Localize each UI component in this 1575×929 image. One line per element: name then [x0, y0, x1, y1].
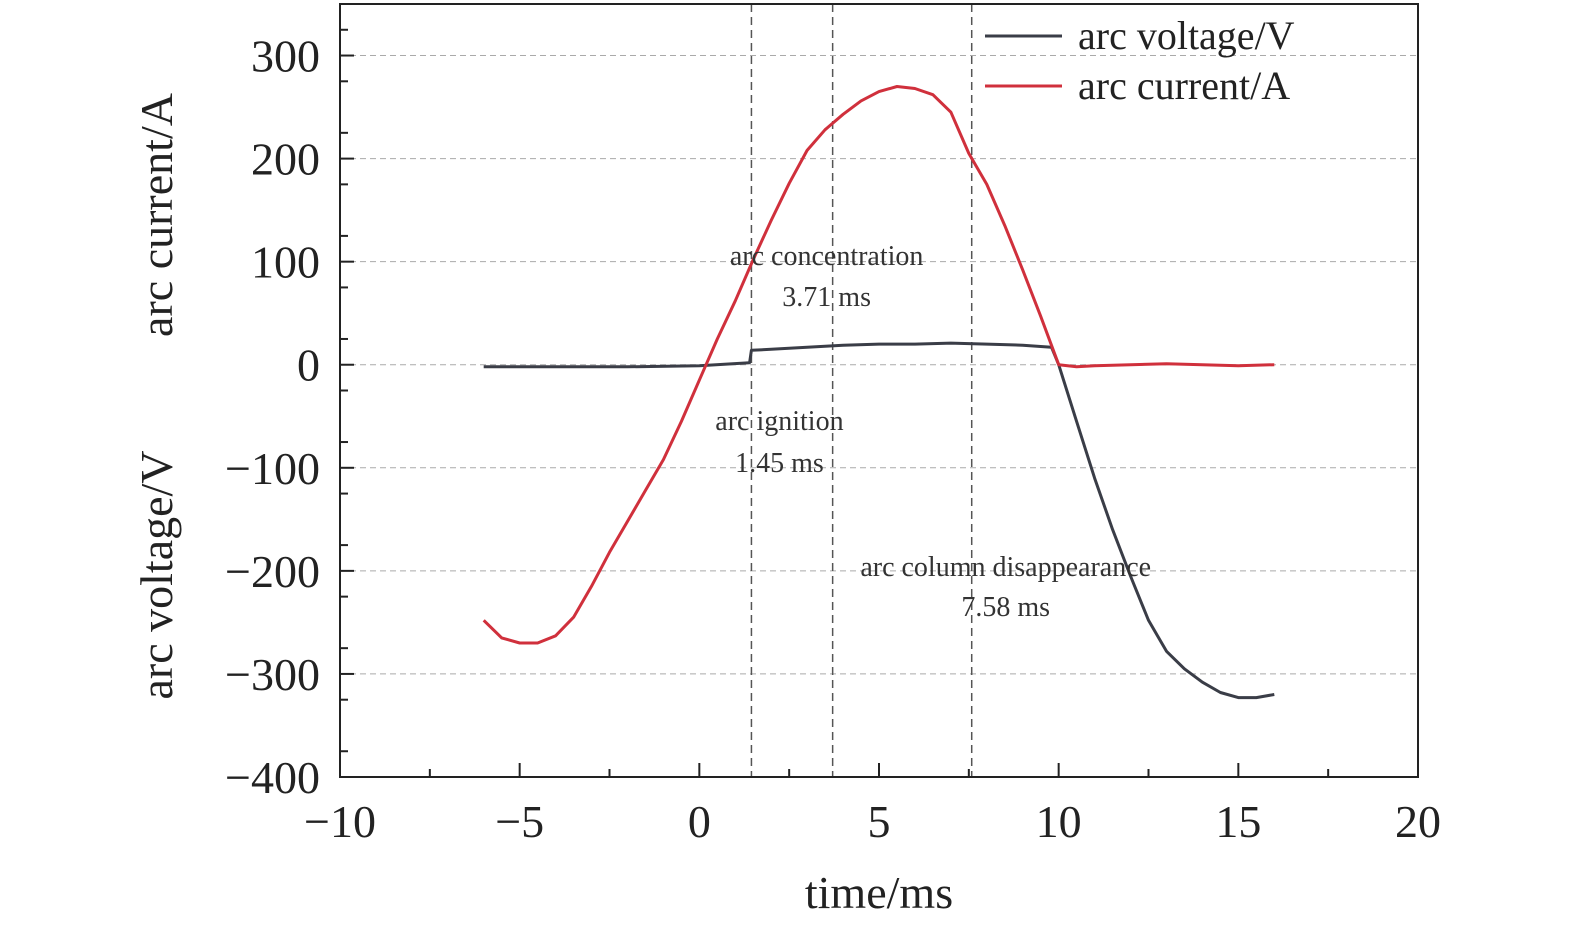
event-markers: [750, 4, 973, 777]
y-tick-label-6: 200: [251, 134, 320, 185]
legend-label-1: arc current/A: [1078, 63, 1290, 108]
y-axis-label-current: arc current/A: [131, 93, 182, 337]
y-tick-label-4: 0: [297, 340, 320, 391]
legend-label-0: arc voltage/V: [1078, 13, 1295, 58]
series-lines: [482, 85, 1275, 700]
annotation-time-0: 1.45 ms: [735, 448, 824, 479]
x-tick-label-6: 20: [1395, 796, 1441, 847]
series-line-1: [482, 85, 1275, 645]
y-tick-label-5: 100: [251, 237, 320, 288]
x-tick-label-2: 0: [688, 796, 711, 847]
x-axis-label: time/ms: [805, 867, 953, 918]
annotation-time-1: 3.71 ms: [782, 282, 871, 313]
y-tick-label-1: −300: [225, 649, 320, 700]
annotation-label-2: arc column disappearance: [860, 552, 1151, 583]
x-tick-label-5: 15: [1215, 796, 1261, 847]
y-tick-label-7: 300: [251, 31, 320, 82]
y-tick-labels: −400 −300 −200 −100 0 100 200 300: [225, 31, 320, 803]
plot-frame: [339, 3, 1419, 778]
x-tick-labels: −10 −5 0 5 10 15 20: [304, 796, 1441, 847]
legend: arc voltage/V arc current/A: [985, 13, 1295, 108]
axis-ticks: [339, 28, 1419, 778]
annotation-label-1: arc concentration: [730, 241, 924, 272]
x-tick-label-1: −5: [495, 796, 544, 847]
x-tick-label-4: 10: [1036, 796, 1082, 847]
y-tick-label-3: −100: [225, 443, 320, 494]
y-tick-label-0: −400: [225, 752, 320, 803]
x-tick-label-0: −10: [304, 796, 376, 847]
x-tick-label-3: 5: [868, 796, 891, 847]
annotation-time-2: 7.58 ms: [961, 592, 1050, 623]
annotation-label-0: arc ignition: [715, 406, 843, 437]
series-line-0: [483, 341, 1275, 700]
annotations: arc ignition 1.45 ms arc concentration 3.71…: [715, 241, 1151, 623]
y-tick-label-2: −200: [225, 546, 320, 597]
y-axis-label-voltage: arc voltage/V: [131, 450, 182, 699]
